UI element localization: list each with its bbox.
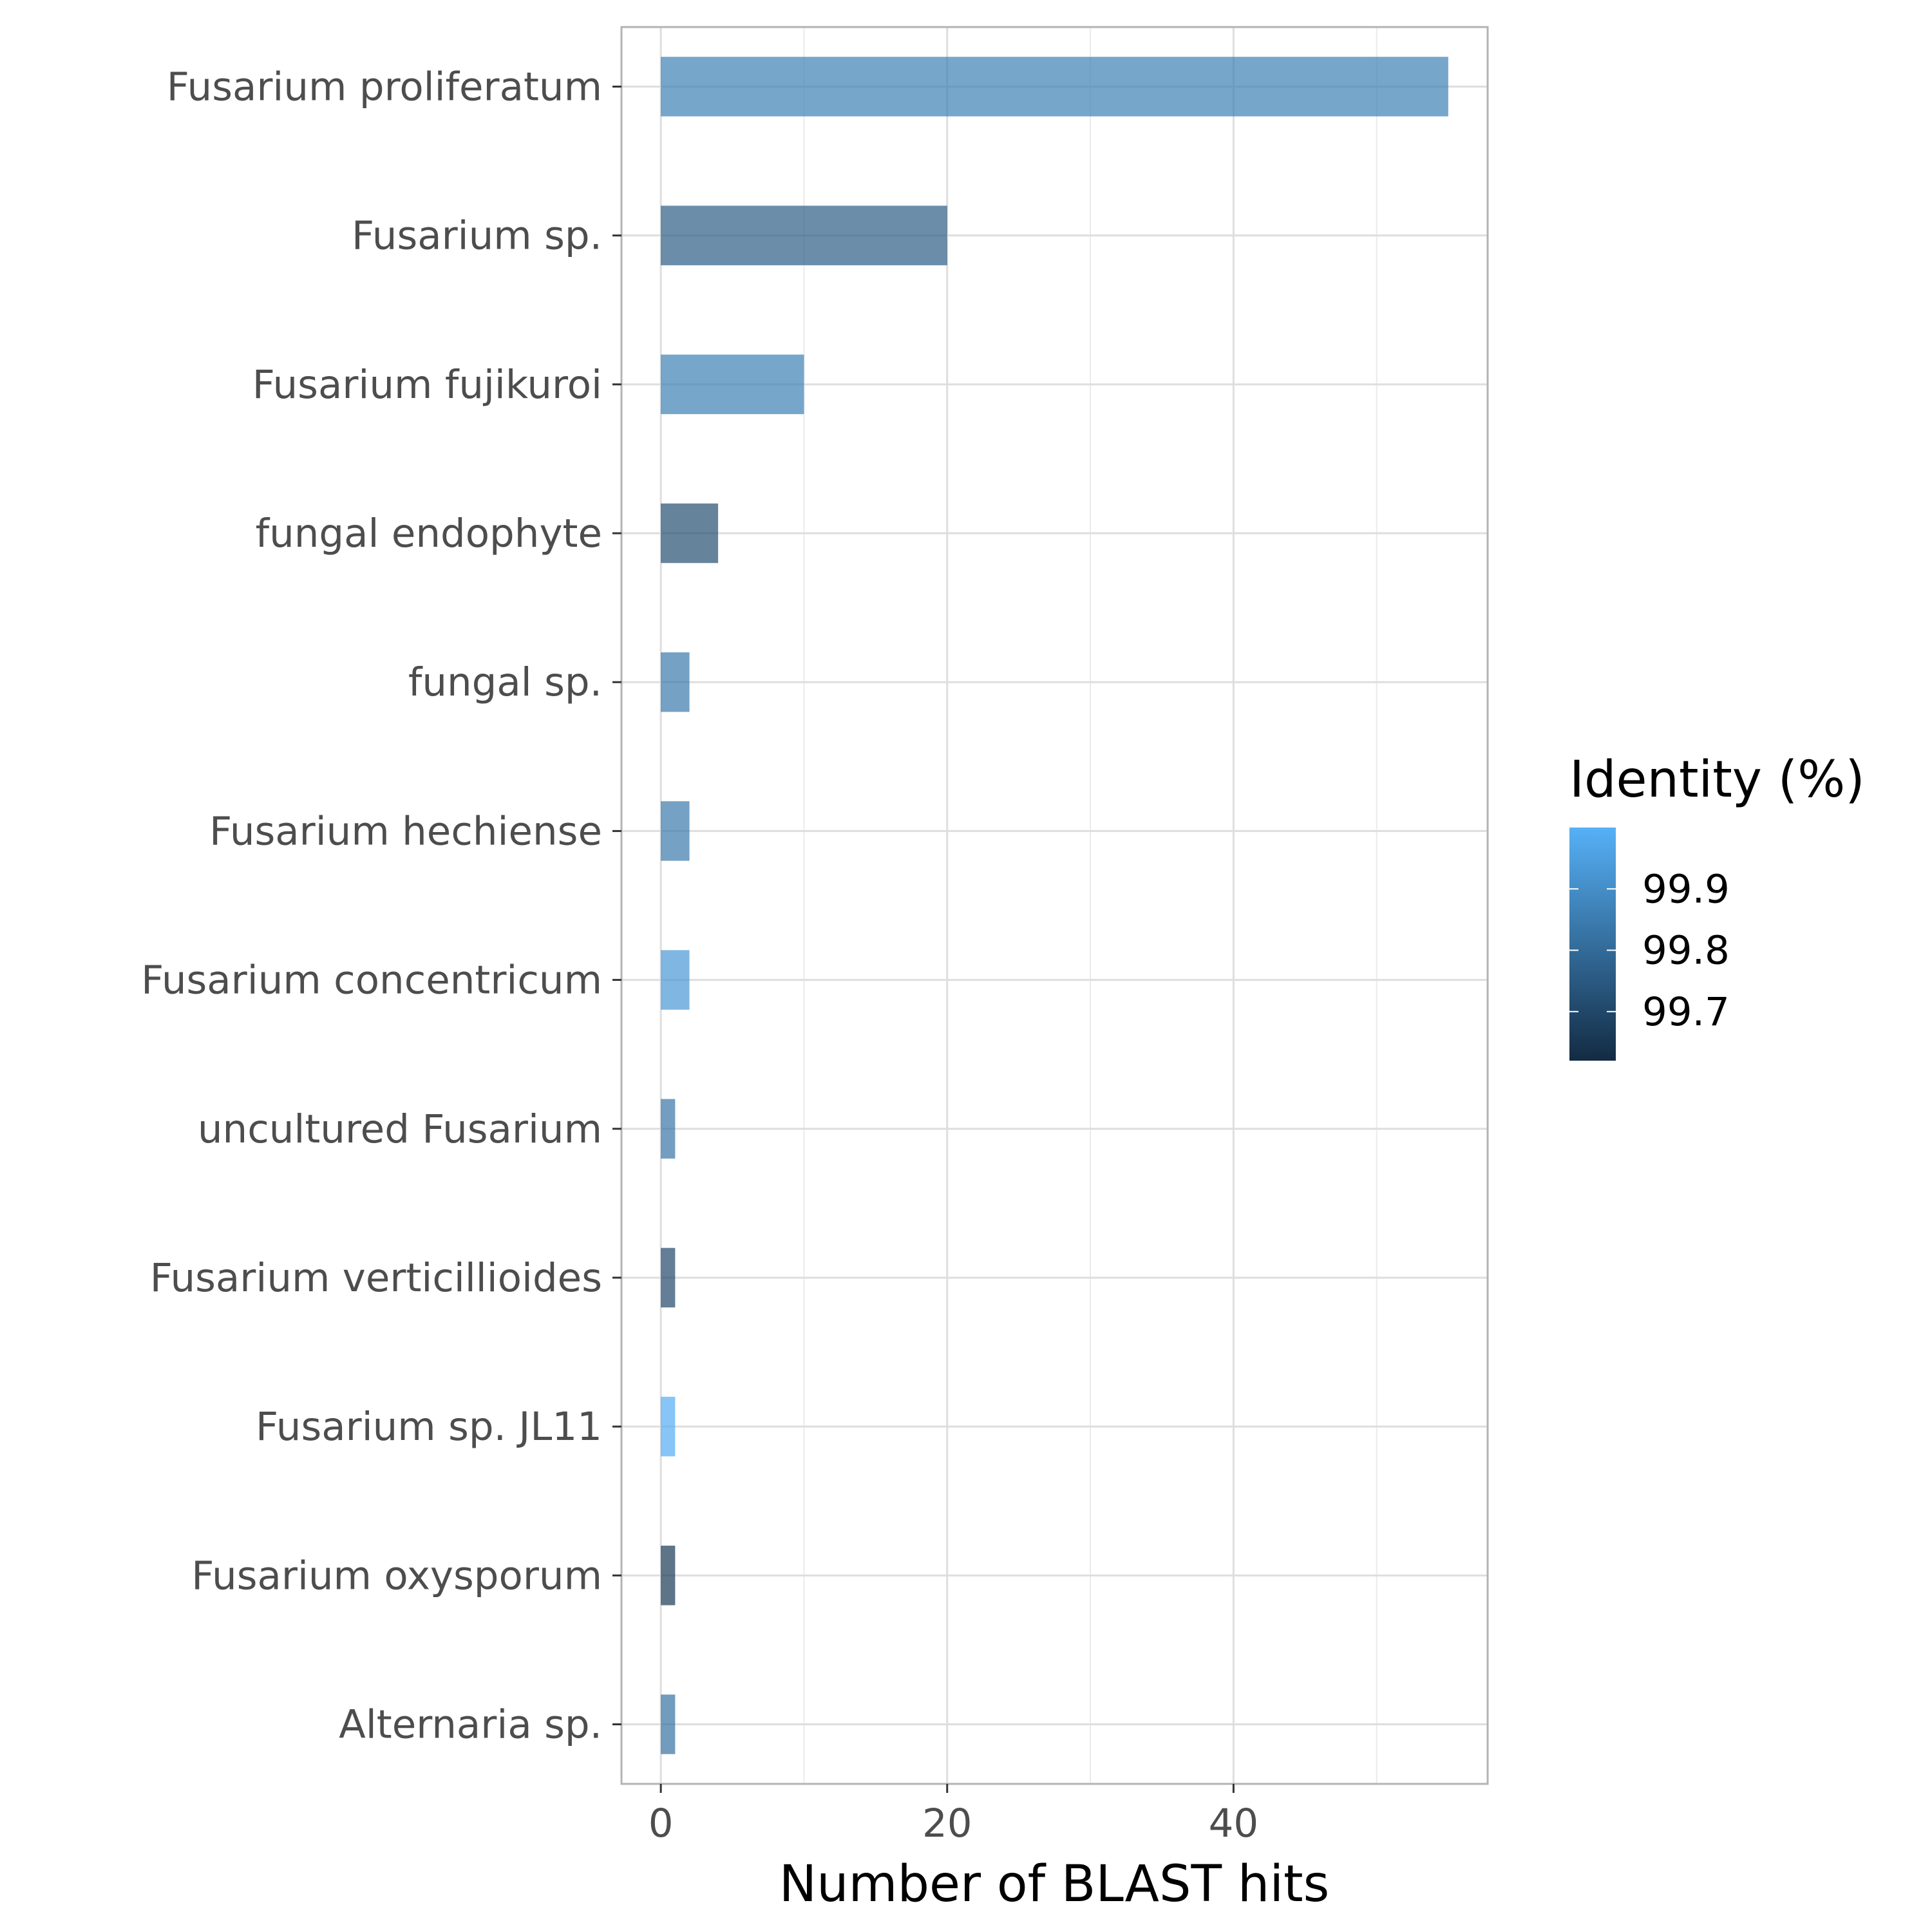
- bar: [661, 503, 719, 564]
- legend-labels: 99.7 99.8 99.9: [1642, 866, 1730, 1035]
- x-tick-label: 20: [922, 1801, 972, 1846]
- bar: [661, 950, 690, 1010]
- bar: [661, 801, 690, 861]
- category-label: uncultured Fusarium: [198, 1106, 602, 1152]
- category-label: Fusarium sp. JL11: [256, 1404, 602, 1450]
- category-label: Fusarium verticillioides: [150, 1255, 602, 1301]
- x-tick-label: 40: [1209, 1801, 1259, 1846]
- plot-border: [620, 26, 1489, 1785]
- y-axis-labels: Fusarium proliferatum Fusarium sp. Fusariu…: [141, 64, 602, 1747]
- bar: [661, 205, 947, 265]
- bar: [661, 1099, 676, 1159]
- category-label: fungal sp.: [408, 659, 602, 705]
- category-label: Fusarium fujikuroi: [252, 362, 602, 408]
- x-axis-ticks: [659, 1784, 1235, 1793]
- category-label: fungal endophyte: [256, 511, 602, 556]
- plot-background: [621, 27, 1488, 1784]
- bar: [661, 1694, 676, 1754]
- legend: Identity (%) 99.7 99.8 99.9: [1569, 751, 1865, 1061]
- category-label: Alternaria sp.: [339, 1702, 602, 1748]
- bar: [661, 1396, 676, 1457]
- category-label: Fusarium hechiense: [209, 808, 602, 854]
- legend-tick-label: 99.7: [1642, 989, 1730, 1035]
- y-axis-ticks: [612, 85, 621, 1726]
- bar: [661, 57, 1448, 117]
- minor-gridlines: [803, 27, 1378, 1784]
- legend-ticks: [1569, 888, 1616, 1012]
- category-label: Fusarium proliferatum: [167, 64, 602, 109]
- bar: [661, 354, 804, 415]
- x-tick-label: 0: [649, 1801, 674, 1846]
- legend-title: Identity (%): [1569, 751, 1865, 809]
- bars: [661, 57, 1448, 1754]
- category-label: Fusarium concentricum: [141, 958, 602, 1003]
- legend-colorbar: [1569, 828, 1616, 1061]
- bar: [661, 1546, 676, 1605]
- x-axis-labels: 0 20 40: [649, 1801, 1258, 1846]
- bar: [661, 1247, 676, 1308]
- bar: [661, 652, 690, 712]
- x-axis-title: Number of BLAST hits: [779, 1855, 1330, 1913]
- major-gridlines: [621, 27, 1488, 1784]
- legend-tick-label: 99.9: [1642, 866, 1730, 912]
- legend-tick-label: 99.8: [1642, 928, 1730, 974]
- category-label: Fusarium oxysporum: [191, 1553, 602, 1598]
- category-label: Fusarium sp.: [352, 213, 602, 259]
